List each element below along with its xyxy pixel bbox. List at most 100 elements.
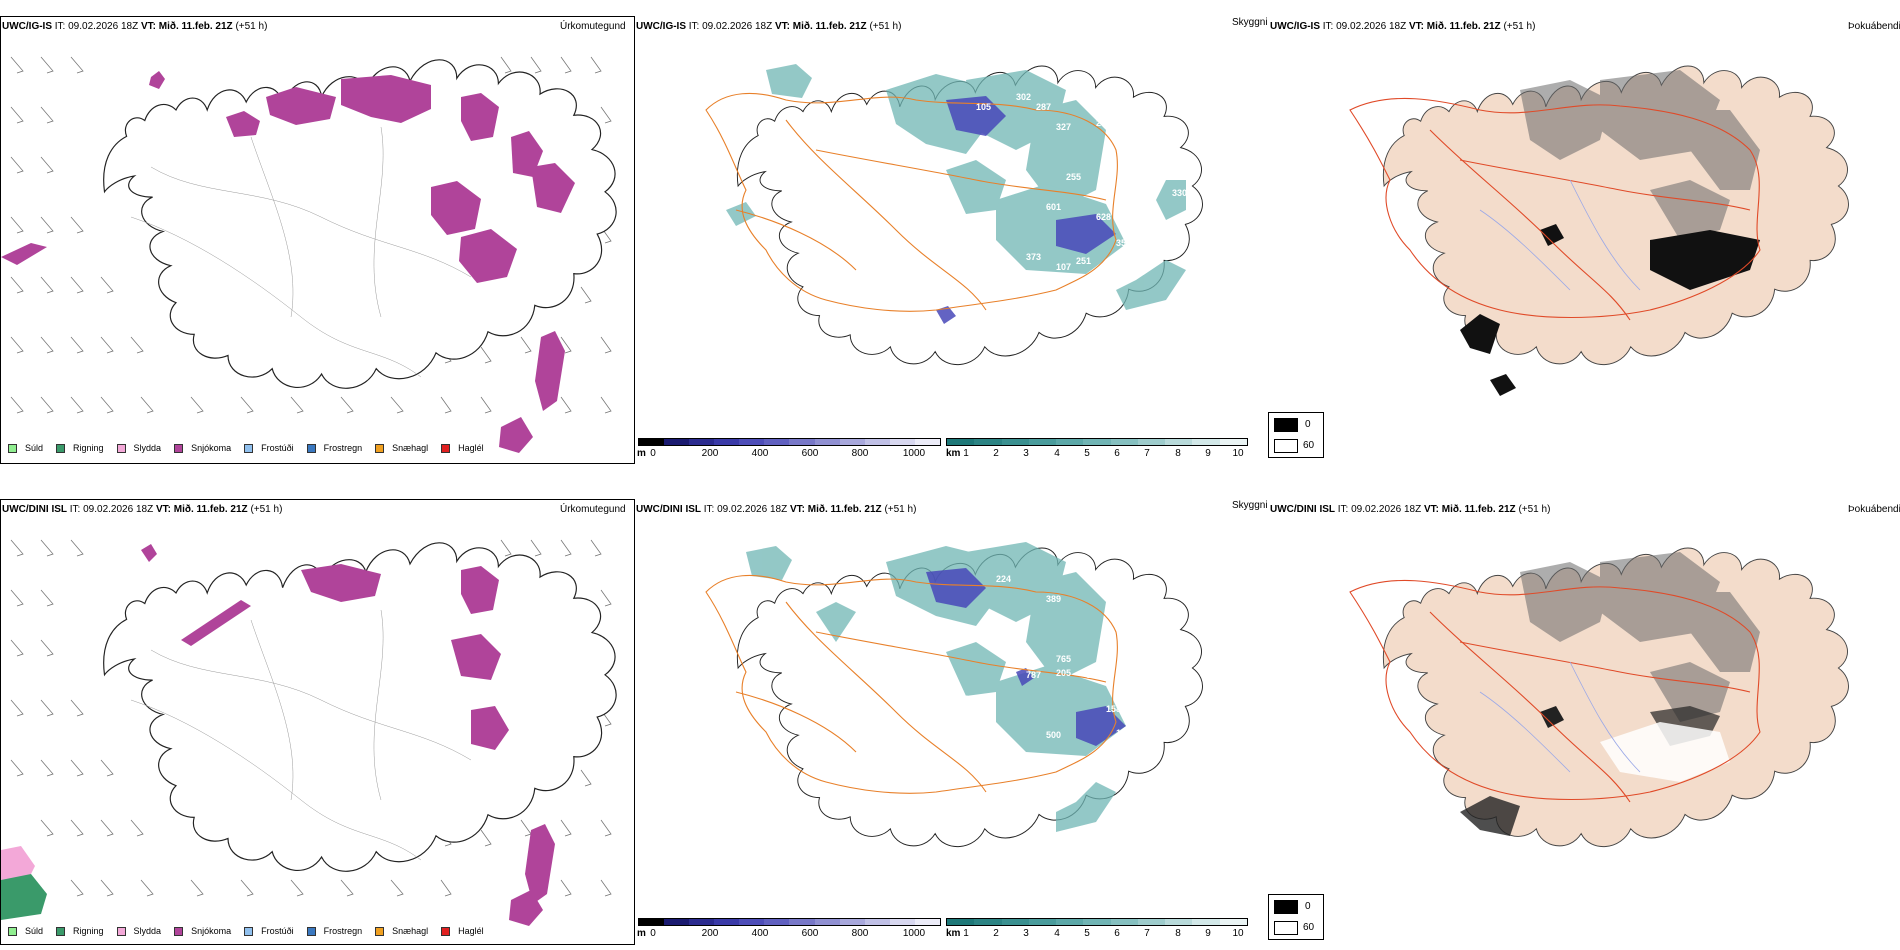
internal-lines [130,126,472,378]
svg-text:38: 38 [1146,140,1156,150]
valid-label: VT: [140,21,156,32]
fog-grey-areas [1520,70,1760,240]
svg-text:389: 389 [1046,594,1061,604]
unit-km: km [946,448,961,459]
svg-text:787: 787 [1026,670,1041,680]
svg-text:224: 224 [996,574,1011,584]
row-1: UWC/IG-IS IT: 09.02.2026 18Z VT: Mið. 11… [0,0,1900,475]
fog-map-2 [1349,547,1850,848]
svg-text:276: 276 [892,144,907,154]
svg-text:98: 98 [1116,266,1126,276]
svg-text:330: 330 [1172,188,1187,198]
cloud-map-2: 224 234 389 24 205 765 787 205 332 158 4… [705,542,1204,848]
svg-text:205: 205 [1056,668,1071,678]
valid-time: Mið. 11.feb. 21Z [158,21,233,32]
lead-time: (+51 h) [235,21,268,32]
svg-text:366: 366 [954,694,969,704]
svg-text:327: 327 [1056,122,1071,132]
svg-text:434: 434 [1146,718,1161,728]
precip-map-2 [1,539,617,926]
fog-roads [1349,97,1761,321]
legend-item: Frostregn [306,443,362,453]
fog-panel-1: UWC/IG-IS IT: 09.02.2026 18Z VT: Mið. 11… [1268,0,1900,475]
svg-text:251: 251 [1076,256,1091,266]
precip-map-frame [0,16,635,464]
svg-text:357: 357 [1116,238,1131,248]
fog-dense-areas [1460,224,1760,396]
svg-text:88: 88 [934,382,944,392]
precip-panel-1: UWC/IG-IS IT: 09.02.2026 18Z VT: Mið. 11… [0,0,636,475]
svg-text:801: 801 [1066,82,1081,92]
svg-text:234: 234 [1086,574,1101,584]
svg-text:765: 765 [1056,654,1071,664]
precip-panel-2: UWC/DINI ISL IT: 09.02.2026 18Z VT: Mið.… [0,480,636,950]
svg-text:500: 500 [1046,730,1061,740]
precip-title: Úrkomutegund [560,21,626,32]
fog-header-1: UWC/IG-IS IT: 09.02.2026 18Z VT: Mið. 11… [1270,21,1536,32]
wind-barbs [10,56,612,414]
cloud-panel-1: UWC/IG-IS IT: 09.02.2026 18Z VT: Mið. 11… [636,0,1272,475]
precip-legend-1: Súld Rigning Slydda Snjókoma Frostúði Fr… [8,443,497,453]
cloud-title-2: Skyggni [1232,500,1268,511]
init-time: IT: 09.02.2026 18Z [54,21,139,32]
model-name: UWC/IG-IS [2,21,52,32]
row-2: UWC/DINI ISL IT: 09.02.2026 18Z VT: Mið.… [0,480,1900,950]
cloud-low-base-areas [936,96,1116,324]
roads [705,92,1118,312]
fog-legend-1: 0 60 [1268,412,1324,458]
cloud-panel-2: UWC/DINI ISL IT: 09.02.2026 18Z VT: Mið.… [636,480,1272,950]
legend-item: Súld [8,443,43,453]
precip-map-frame-2 [0,499,635,945]
cbar-km-1 [946,438,1248,446]
legend-item: Snjókoma [174,443,231,453]
legend-item: Rigning [56,443,104,453]
svg-text:205: 205 [1126,620,1141,630]
fog-title: Þokuábendi [1848,21,1900,32]
svg-text:302: 302 [1016,92,1031,102]
precip-title-2: Úrkomutegund [560,504,626,515]
precip-map-1 [1,56,617,453]
svg-text:104: 104 [1116,728,1131,738]
cbar-m-2 [638,918,941,926]
cloud-map-1: 105 302 287 801 327 294 38 255 601 628 3… [705,64,1204,392]
fog-map-1 [1349,65,1850,396]
legend-item: Slydda [116,443,161,453]
fog-header-2: UWC/DINI ISL IT: 09.02.2026 18Z VT: Mið.… [1270,504,1551,515]
svg-text:158: 158 [1106,704,1121,714]
precip-header-2: UWC/DINI ISL IT: 09.02.2026 18Z VT: Mið.… [2,504,283,515]
svg-text:373: 373 [1026,252,1041,262]
svg-text:601: 601 [1046,202,1061,212]
cbar-km-2 [946,918,1248,926]
cloud-title: Skyggni [1232,17,1268,28]
fog-title-2: Þokuábendi [1848,504,1900,515]
fog-panel-2: UWC/DINI ISL IT: 09.02.2026 18Z VT: Mið.… [1268,480,1900,950]
fog-rivers [1479,179,1641,291]
legend-item: Snæhagl [375,443,428,453]
legend-item: Haglél [441,443,484,453]
unit-m: m [637,448,646,459]
bottom-left-mixed [1,846,47,920]
fog-legend-2: 0 60 [1268,894,1324,940]
legend-item: Frostúði [244,443,294,453]
cloud-header-2: UWC/DINI ISL IT: 09.02.2026 18Z VT: Mið.… [636,504,917,515]
cloud-teal-areas [726,64,1186,310]
svg-text:332: 332 [1086,670,1101,680]
svg-text:24: 24 [1146,600,1156,610]
svg-text:105: 105 [976,102,991,112]
precip-legend-2: Súld Rigning Slydda Snjókoma Frostúði Fr… [8,926,497,936]
ticks-km: 1 2 3 4 5 6 7 8 9 10 [963,448,1244,459]
cloud-labels: 105 302 287 801 327 294 38 255 601 628 3… [892,82,1187,392]
svg-text:294: 294 [1096,118,1111,128]
precip-header-1: UWC/IG-IS IT: 09.02.2026 18Z VT: Mið. 11… [2,21,267,33]
ticks-m: 0 200 400 600 800 1000 [650,448,926,459]
cloud-header-1: UWC/IG-IS IT: 09.02.2026 18Z VT: Mið. 11… [636,21,902,32]
svg-text:107: 107 [1056,262,1071,272]
svg-text:255: 255 [1066,172,1081,182]
svg-text:628: 628 [1096,212,1111,222]
svg-text:175: 175 [1146,248,1161,258]
cbar-m-1 [638,438,941,446]
svg-text:287: 287 [1036,102,1051,112]
svg-text:346: 346 [956,242,971,252]
svg-text:191: 191 [1172,654,1187,664]
snow-areas [1,71,575,453]
